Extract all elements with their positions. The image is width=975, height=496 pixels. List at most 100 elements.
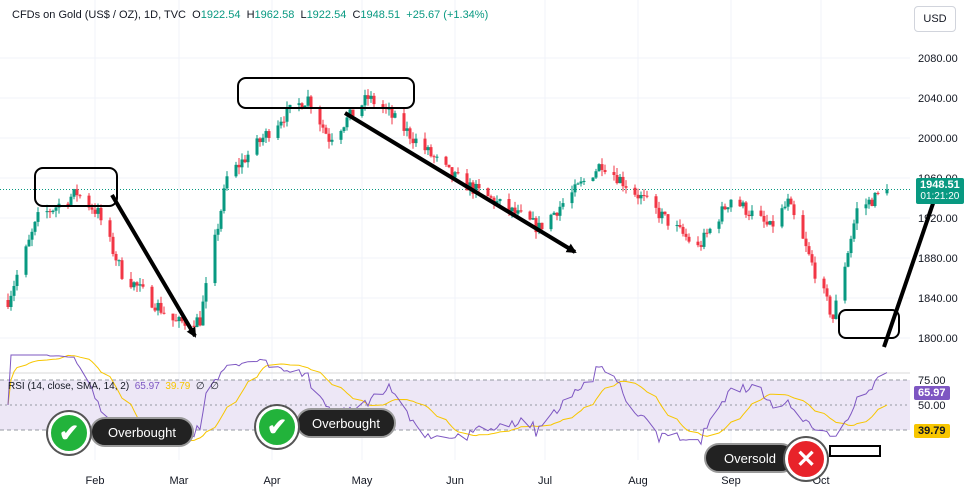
candle-body: [807, 246, 811, 255]
rsi-ma-legend-value: 39.79: [165, 381, 191, 392]
oversold-pointer: [829, 445, 881, 457]
candle-body: [561, 203, 565, 207]
candle-body: [27, 239, 31, 247]
candle-body: [783, 206, 787, 209]
candle-body: [633, 187, 637, 195]
candle-body: [255, 138, 259, 155]
last-price-value: 1948.51: [920, 179, 960, 191]
open-value: 1922.54: [200, 9, 241, 21]
candle-body: [423, 138, 427, 151]
candle-body: [852, 223, 856, 239]
candle-body: [771, 221, 775, 227]
candle-body: [114, 253, 118, 261]
candle-body: [477, 183, 481, 189]
candle-body: [603, 169, 607, 173]
candle-body: [549, 214, 553, 230]
candle-body: [66, 203, 70, 205]
price-tick-label: 2000.00: [918, 133, 958, 145]
candle-body: [846, 253, 850, 267]
candle-body: [681, 226, 685, 234]
candle-body: [261, 137, 265, 143]
candle-body: [183, 321, 187, 326]
candle-body: [402, 113, 406, 131]
last-price-badge: 1948.51 01:21:20: [916, 178, 964, 204]
candle-body: [723, 206, 727, 210]
candle-body: [849, 238, 853, 254]
candle-body: [738, 199, 742, 207]
candle-body: [120, 260, 124, 279]
candle-body: [288, 104, 292, 108]
highlight-box-oct-bottom: [838, 309, 900, 339]
candle-body: [759, 210, 763, 216]
high-label: H: [246, 9, 255, 21]
currency-button[interactable]: USD: [914, 6, 956, 32]
highlight-box-may-top: [237, 77, 415, 109]
candle-body: [360, 105, 364, 116]
candle-body: [429, 147, 433, 157]
candle-body: [321, 124, 325, 128]
time-axis: Feb Mar Apr May Jun Jul Aug Sep Oct: [86, 475, 830, 487]
candle-body: [6, 300, 10, 307]
candle-body: [699, 245, 703, 247]
candle-body: [717, 221, 721, 229]
candle-body: [579, 181, 583, 184]
candle-body: [339, 130, 343, 140]
candle-body: [69, 196, 73, 205]
candle-body: [426, 147, 430, 151]
candle-body: [381, 104, 385, 109]
candle-body: [219, 210, 223, 229]
candle-body: [780, 208, 784, 227]
candle-body: [726, 207, 730, 210]
candle-body: [198, 317, 202, 326]
candle-body: [615, 174, 619, 184]
candle-body: [327, 133, 331, 142]
candle-body: [300, 103, 304, 109]
candle-body: [489, 196, 493, 198]
candle-body: [15, 274, 19, 286]
candle-body: [741, 202, 745, 207]
rsi-title[interactable]: RSI (14, close, SMA, 14, 2): [8, 381, 130, 392]
down-arrow-feb: [110, 193, 197, 338]
symbol-title[interactable]: CFDs on Gold (US$ / OZ), 1D, TVC: [12, 9, 187, 21]
candle-body: [618, 176, 622, 184]
candle-body: [444, 156, 448, 165]
candle-body: [99, 207, 103, 221]
candle-body: [576, 183, 580, 185]
candle-body: [558, 206, 562, 216]
candle-body: [216, 228, 220, 235]
candle-body: [465, 173, 469, 191]
candle-body: [834, 300, 838, 319]
candle-body: [246, 154, 250, 163]
candle-body: [645, 195, 649, 197]
candle-body: [696, 241, 700, 246]
candle-body: [369, 95, 373, 99]
candle-body: [744, 202, 748, 215]
candle-body: [573, 184, 577, 193]
candle-body: [177, 317, 181, 322]
candle-body: [876, 192, 880, 194]
candle-body: [537, 222, 541, 233]
candle-body: [129, 278, 133, 288]
candle-body: [432, 156, 436, 158]
candle-body: [363, 95, 367, 106]
check-icon: ✔: [256, 406, 298, 448]
candle-body: [150, 286, 154, 308]
candle-body: [867, 199, 871, 205]
candle-body: [324, 127, 328, 134]
candle-body: [162, 312, 166, 314]
candle-body: [831, 314, 835, 319]
high-value: 1962.58: [254, 9, 295, 21]
candle-body: [78, 195, 82, 197]
candle-body: [663, 211, 667, 215]
candle-body: [222, 188, 226, 211]
candle-body: [414, 138, 418, 144]
candle-body: [675, 225, 679, 227]
candle-body: [240, 159, 244, 168]
candle-body: [828, 296, 832, 315]
candle-body: [87, 195, 91, 208]
candle-body: [570, 192, 574, 204]
candle-body: [192, 325, 196, 328]
candle-body: [540, 222, 544, 230]
time-tick-label: Apr: [263, 475, 280, 487]
